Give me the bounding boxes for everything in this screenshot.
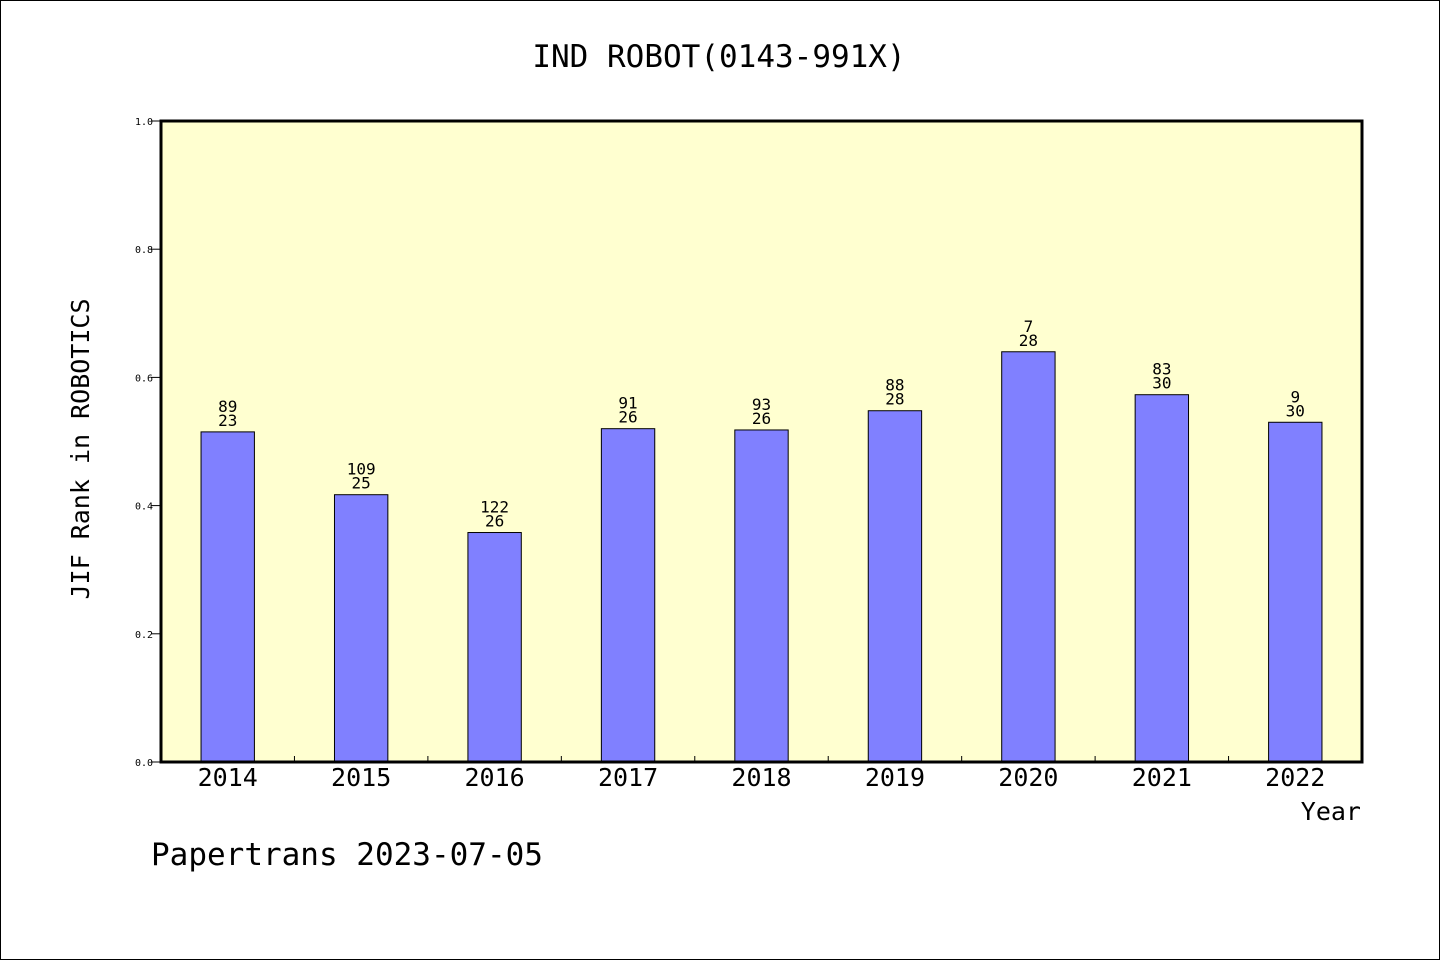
bar-label-bottom: 25 xyxy=(352,474,371,493)
bar-label-bottom: 26 xyxy=(752,409,771,428)
x-tick-label: 2019 xyxy=(865,763,925,792)
bar-label-top: 83 xyxy=(1152,360,1171,379)
bar-label-top: 89 xyxy=(218,397,237,416)
bar xyxy=(867,410,923,763)
x-tick-label: 2015 xyxy=(331,763,391,792)
bar-label-top: 9 xyxy=(1290,387,1300,406)
x-tick-label: 2018 xyxy=(731,763,791,792)
y-tick-label: 0.0 xyxy=(135,758,153,769)
x-axis-label: Year xyxy=(1301,797,1361,826)
x-axis: 2014 2015 2016 2017 2018 2019 2020 2021 2022 xyxy=(198,756,1325,792)
y-tick-label: 0.6 xyxy=(135,373,153,384)
bar xyxy=(600,428,656,763)
bar-label-bottom: 30 xyxy=(1152,374,1171,393)
bar xyxy=(467,532,522,763)
bar xyxy=(200,431,255,763)
y-axis-label: JIF Rank in ROBOTICS xyxy=(66,298,95,599)
bar-label-bottom: 23 xyxy=(218,411,237,430)
y-tick-label: 0.2 xyxy=(135,630,153,641)
y-tick-label: 1.0 xyxy=(135,117,153,128)
y-tick-label: 0.4 xyxy=(135,502,153,513)
bar xyxy=(333,494,389,763)
bar xyxy=(734,429,789,763)
x-tick-label: 2016 xyxy=(465,763,525,792)
x-tick-label: 2020 xyxy=(998,763,1058,792)
bar-label-top: 93 xyxy=(752,395,771,414)
bar-label-bottom: 26 xyxy=(485,512,504,531)
bar-label-bottom: 26 xyxy=(618,408,637,427)
x-tick-label: 2022 xyxy=(1265,763,1325,792)
x-tick-label: 2017 xyxy=(598,763,658,792)
chart-title: IND ROBOT(0143-991X) xyxy=(532,39,905,75)
bar xyxy=(1134,394,1190,763)
bar-label-top: 122 xyxy=(480,498,509,517)
plot-frame xyxy=(159,119,1364,764)
x-tick-label: 2014 xyxy=(198,763,258,792)
bar-label-bottom: 28 xyxy=(885,390,904,409)
footer-credit: Papertrans 2023-07-05 xyxy=(151,837,543,873)
bar-label-top: 88 xyxy=(885,376,904,395)
bar xyxy=(1001,351,1056,763)
y-tick-label: 0.8 xyxy=(135,245,153,256)
bar-label-top: 7 xyxy=(1024,317,1034,336)
bar-label-top: 91 xyxy=(618,394,637,413)
x-tick-label: 2021 xyxy=(1132,763,1192,792)
bar-label-bottom: 30 xyxy=(1286,401,1305,420)
bar-label-top: 109 xyxy=(347,460,376,479)
y-axis: 0.0 0.2 0.4 0.6 0.8 1.0 xyxy=(135,117,161,769)
bar xyxy=(1268,421,1323,763)
bar-label-bottom: 28 xyxy=(1019,331,1038,350)
